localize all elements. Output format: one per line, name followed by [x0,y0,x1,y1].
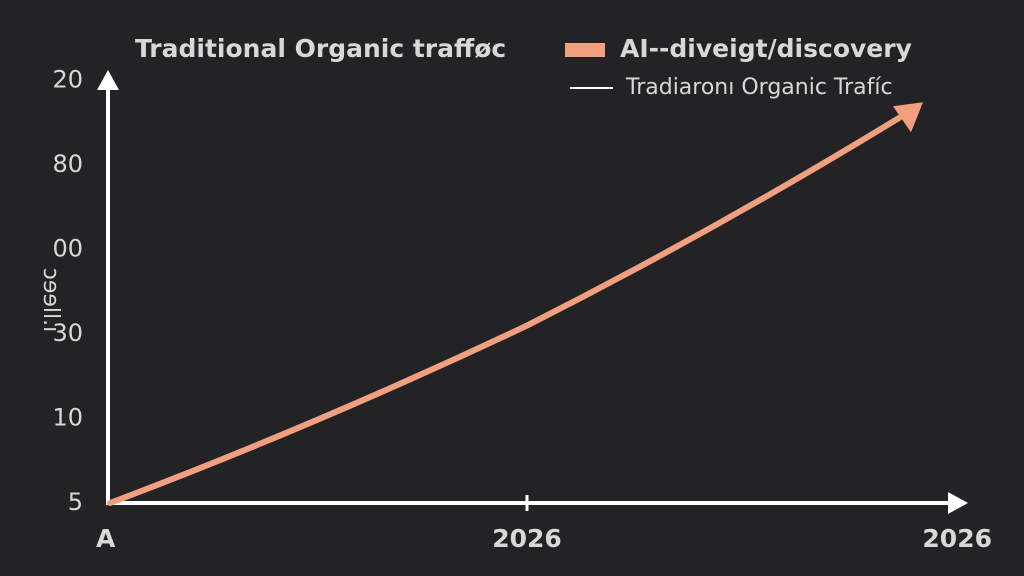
legend-label: AI--diveigt/discovery [620,34,912,63]
y-axis-arrow [97,70,119,90]
y-tick-label: 30 [52,319,83,347]
x-tick-label: A [96,524,116,553]
chart-title: Traditional Organic trafføc [135,34,506,63]
x-tick-label: 2026 [922,524,992,553]
y-tick-label: 00 [52,235,83,263]
y-axis-label: ɔɘɘll.ı [38,268,63,333]
y-tick-label: 10 [52,404,83,432]
x-tick-label: 2026 [492,524,562,553]
legend-label: Tradiaronı Organic Trafíc [625,75,893,100]
series-line [107,111,908,506]
legend-swatch [565,43,605,57]
line-arrowhead [893,102,923,133]
y-tick-label: 80 [52,150,83,178]
y-tick-label: 5 [68,488,83,516]
x-axis-arrow [948,492,968,514]
y-tick-label: 20 [52,66,83,94]
